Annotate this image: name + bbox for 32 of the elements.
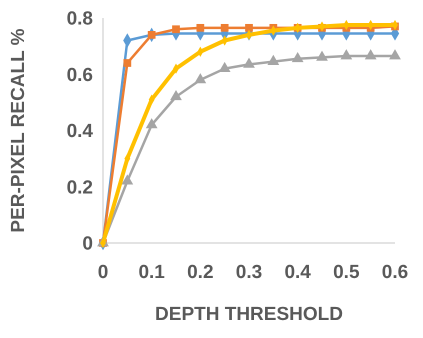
point <box>123 59 132 67</box>
point <box>267 54 280 65</box>
y-tick-label: 0.8 <box>66 8 93 30</box>
x-tick-label: 0.3 <box>236 262 262 283</box>
point <box>389 49 401 60</box>
x-tick-label: 0 <box>98 262 108 283</box>
x-tick-label: 0.2 <box>187 262 214 283</box>
x-tick-label: 0.1 <box>138 262 166 283</box>
y-tick-label: 0.2 <box>66 177 93 198</box>
point <box>121 174 134 185</box>
point <box>340 49 352 60</box>
point <box>148 31 156 39</box>
y-axis-title: PER-PIXEL RECALL % <box>8 28 29 233</box>
y-tick-label: 0 <box>82 234 93 255</box>
point <box>218 62 231 72</box>
point <box>364 49 377 60</box>
point <box>243 58 255 68</box>
point <box>194 73 206 84</box>
point <box>245 24 253 32</box>
x-tick-label: 0.5 <box>333 262 360 283</box>
point <box>316 50 328 61</box>
x-tick-label: 0.4 <box>284 262 312 283</box>
x-tick-label: 0.6 <box>382 262 408 283</box>
point <box>196 24 204 32</box>
point <box>170 90 182 100</box>
y-tick-label: 0.6 <box>66 64 93 86</box>
point <box>146 118 158 128</box>
y-tick-label: 0.4 <box>66 121 94 142</box>
point <box>220 24 229 32</box>
point <box>172 25 180 34</box>
point <box>292 52 304 62</box>
x-axis-title: DEPTH THRESHOLD <box>155 304 343 325</box>
